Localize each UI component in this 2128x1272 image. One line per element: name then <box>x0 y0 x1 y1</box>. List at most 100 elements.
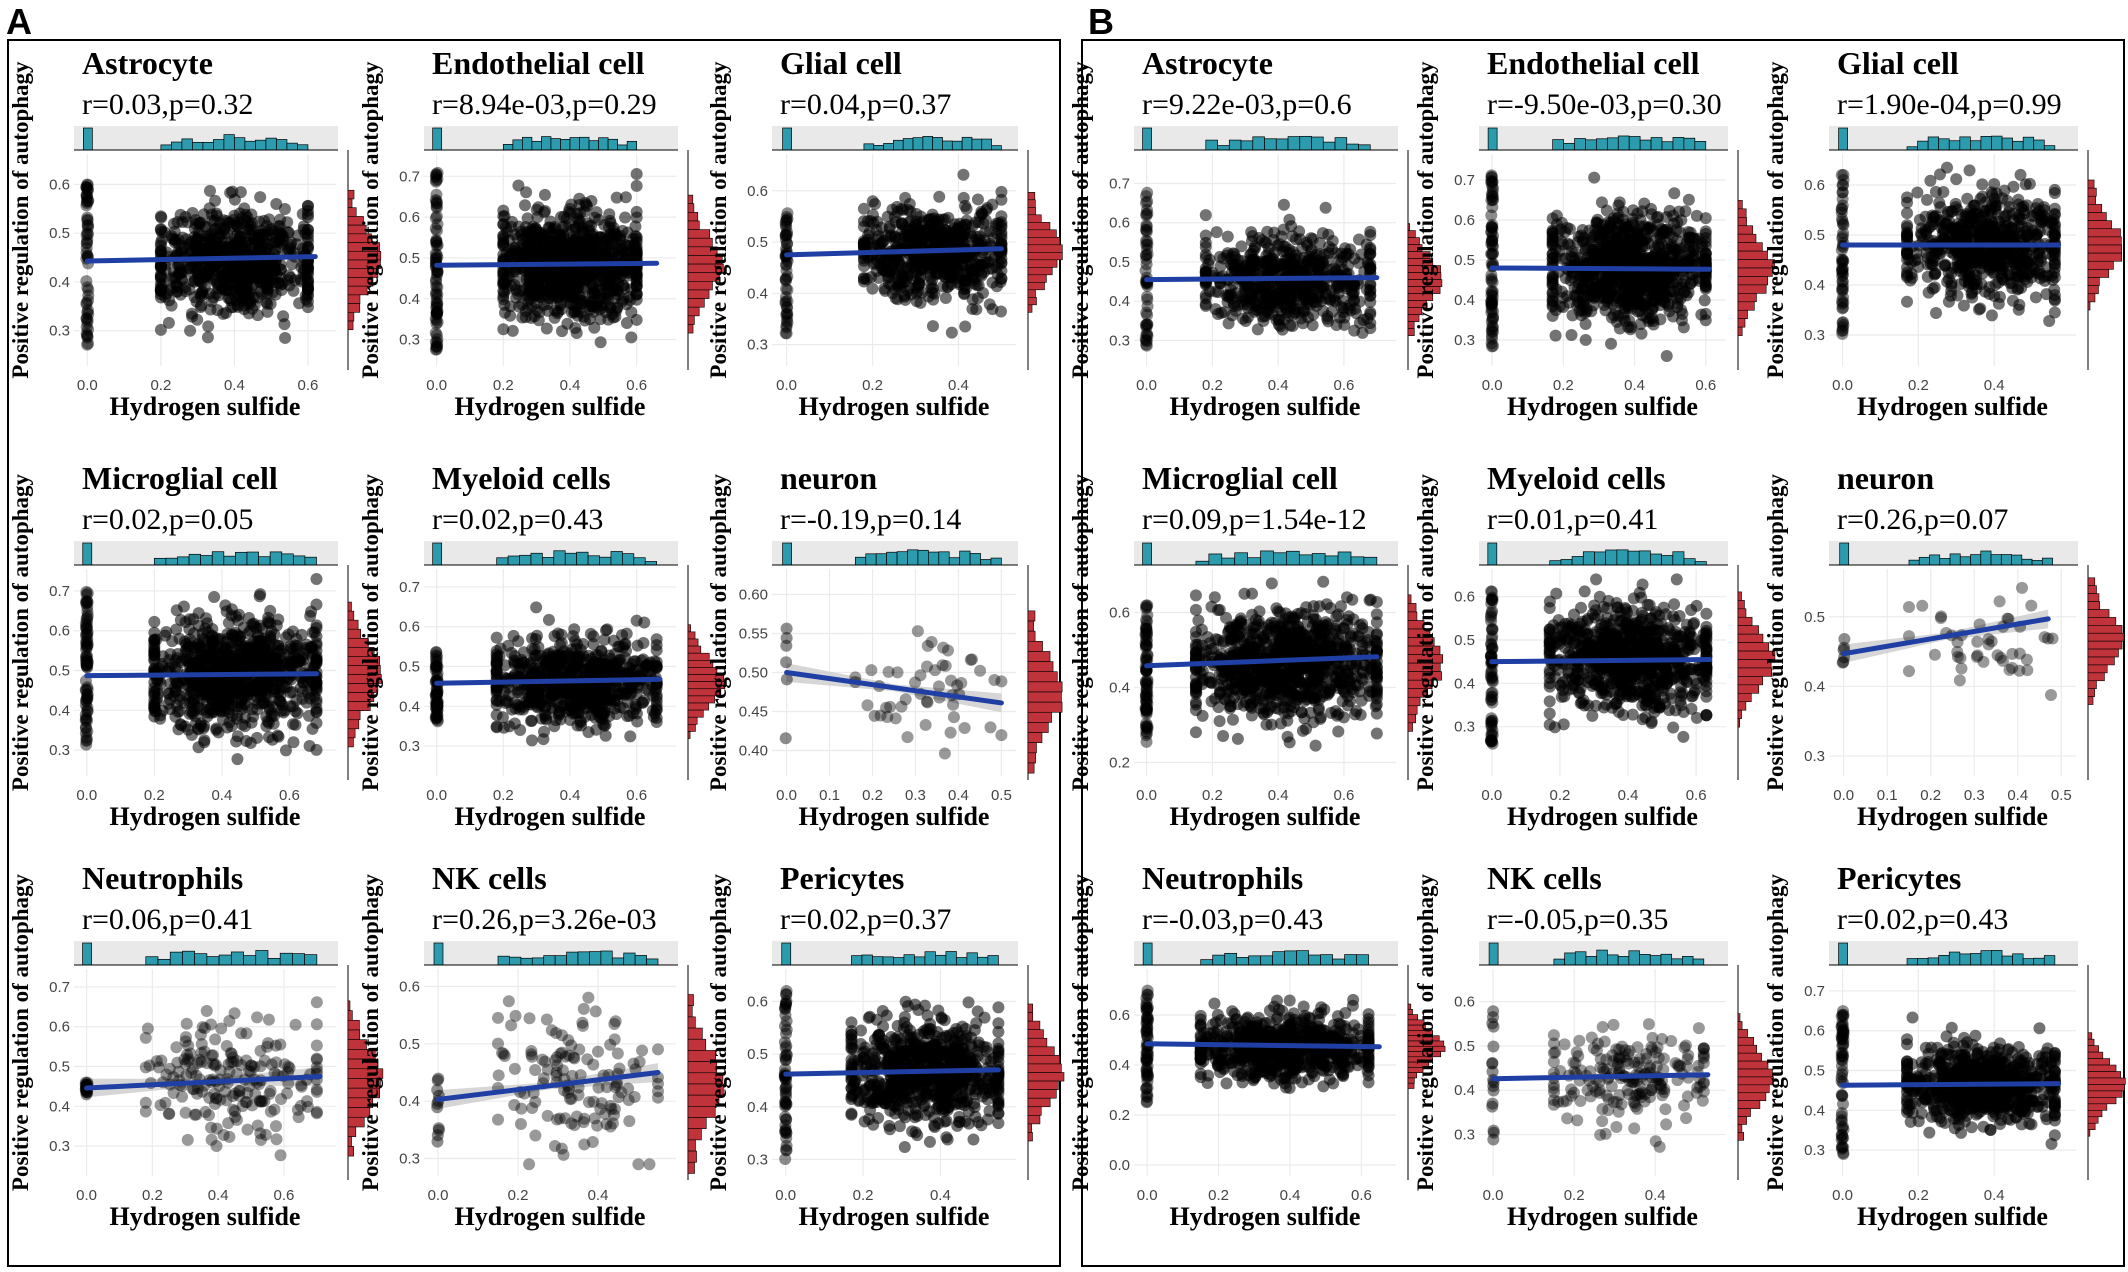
scatter-point <box>279 331 292 344</box>
x-tick-label: 0.0 <box>426 377 447 394</box>
scatter-point <box>490 709 503 722</box>
scatter-point <box>430 235 443 248</box>
x-hist-bar <box>951 140 963 151</box>
x-hist-bar <box>566 951 579 966</box>
x-hist-bar <box>82 942 92 966</box>
scatter-point <box>168 225 181 238</box>
scatter-point <box>431 218 444 231</box>
x-hist-bar <box>192 141 204 151</box>
scatter-point <box>536 1053 549 1066</box>
scatter-point <box>540 1013 553 1026</box>
scatter-point <box>258 676 271 689</box>
scatter-point <box>430 286 443 299</box>
scatter-point <box>262 716 275 729</box>
scatter-point <box>81 236 94 249</box>
y-tick-label: 0.7 <box>399 579 420 596</box>
y-hist-bar <box>687 1005 693 1018</box>
x-hist-bar <box>223 555 236 566</box>
scatter-point <box>293 297 306 310</box>
scatter-point <box>430 169 443 182</box>
scatter-point <box>177 600 190 613</box>
scatter-point <box>226 1051 239 1064</box>
x-hist-bar <box>577 951 590 966</box>
scatter-point <box>492 1011 504 1024</box>
y-axis-label: Positive regulation of autophagy <box>358 61 383 379</box>
scatter-point <box>264 633 277 646</box>
scatter-point <box>178 1053 191 1066</box>
scatter-point <box>568 623 581 636</box>
x-hist-bar <box>286 142 298 151</box>
scatter-point <box>574 207 587 220</box>
scatter-point <box>154 284 167 297</box>
scatter-point <box>81 213 94 226</box>
scatter-point <box>502 639 515 652</box>
scatter-point <box>430 168 443 181</box>
x-hist-bar <box>265 137 277 151</box>
scatter-point <box>599 729 612 742</box>
scatter-point <box>264 617 277 630</box>
scatter-point <box>292 1111 305 1124</box>
scatter-point <box>431 265 444 278</box>
x-hist-bar <box>942 140 953 151</box>
scatter-point <box>430 197 443 210</box>
scatter-point <box>533 244 546 257</box>
x-hist-bar <box>928 551 940 566</box>
x-axis-label: Hydrogen sulfide <box>110 802 301 831</box>
scatter-point <box>223 716 236 729</box>
scatter-point <box>429 336 442 349</box>
scatter-point <box>81 692 94 705</box>
scatter-point <box>652 1077 664 1090</box>
x-hist-bar <box>599 556 612 566</box>
x-tick-label: 0.4 <box>224 377 245 394</box>
scatter-point <box>201 331 214 344</box>
scatter-point <box>81 190 94 203</box>
scatter-point <box>175 655 188 668</box>
x-hist-bar <box>279 952 293 966</box>
scatter-point <box>310 743 323 756</box>
x-tick-label: 0.0 <box>426 787 447 804</box>
scatter-point <box>429 252 442 265</box>
scatter-point <box>154 224 167 237</box>
scatter-point <box>620 317 633 330</box>
scatter-point <box>81 226 94 239</box>
scatter-point <box>148 654 161 667</box>
scatter-point <box>551 1051 564 1064</box>
scatter-point <box>274 213 287 226</box>
scatter-point <box>552 250 565 263</box>
scatter-point <box>430 175 443 188</box>
scatter-point <box>942 644 955 657</box>
scatter-point <box>881 710 894 723</box>
scatter-point <box>950 232 963 245</box>
scatter-point <box>430 236 443 249</box>
x-hist-bar <box>600 950 613 966</box>
scatter-point <box>195 276 208 289</box>
scatter-point <box>431 306 444 319</box>
x-hist-bar <box>433 942 444 966</box>
x-hist-bar <box>432 542 443 566</box>
scatter-point <box>504 300 517 313</box>
y-tick-label: 0.5 <box>49 663 70 680</box>
scatter-point <box>214 217 227 230</box>
scatter-point <box>81 725 94 738</box>
scatter-point <box>430 296 443 309</box>
y-hist-bar <box>687 724 696 732</box>
y-hist-bar <box>687 324 694 334</box>
scatter-point <box>431 307 444 320</box>
scatter-point <box>139 1031 152 1044</box>
scatter-point <box>637 637 650 650</box>
scatter-point <box>250 731 263 744</box>
scatter-point <box>285 659 298 672</box>
scatter-point <box>619 211 632 224</box>
scatter-point <box>81 316 94 329</box>
x-hist-bar <box>542 557 555 566</box>
scatter-point <box>287 736 300 749</box>
scatter-point <box>301 275 314 288</box>
scatter-point <box>241 211 254 224</box>
scatter-point <box>225 609 238 622</box>
scatter-point <box>430 306 443 319</box>
scatter-point <box>310 1107 323 1120</box>
scatter-point <box>857 235 870 248</box>
scatter-point <box>907 227 920 240</box>
scatter-point <box>262 1013 275 1026</box>
scatter-point <box>523 1158 536 1171</box>
